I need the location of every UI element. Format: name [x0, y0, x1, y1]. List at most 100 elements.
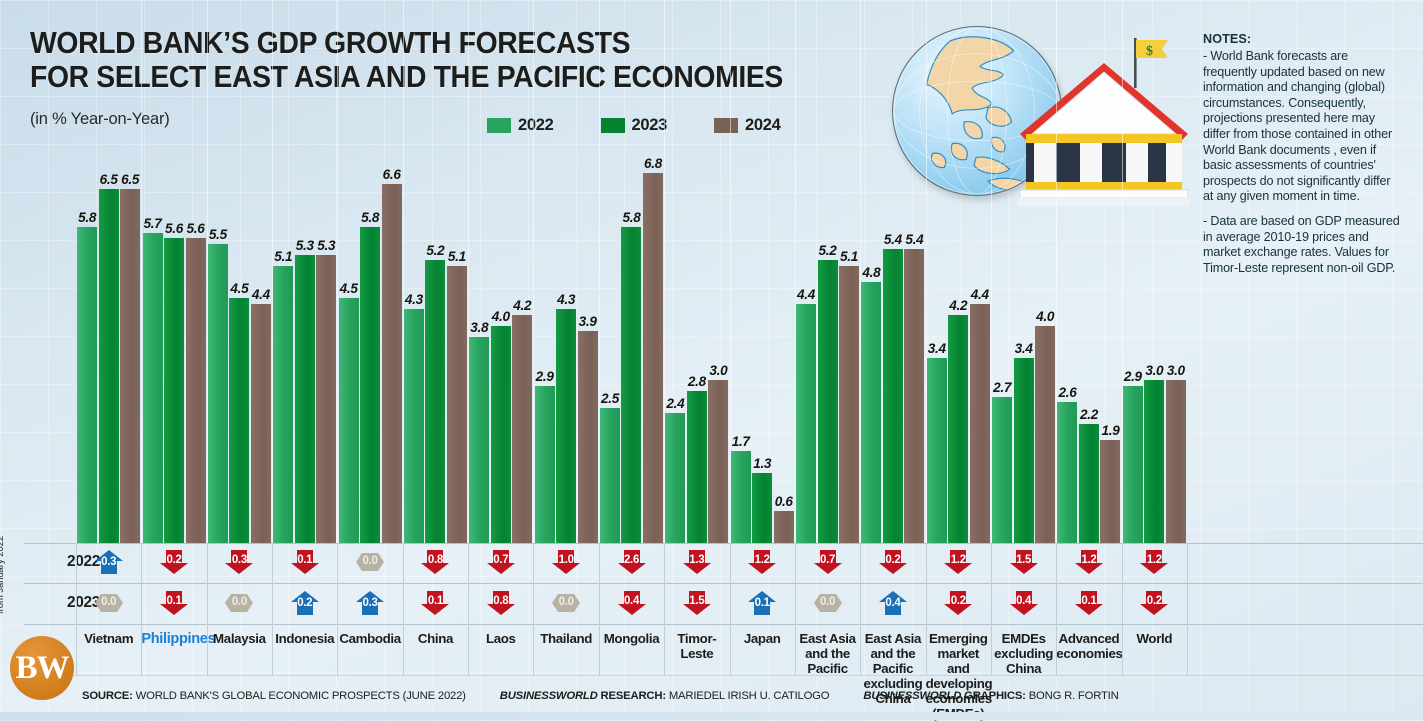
column-separator — [206, 0, 208, 544]
table-column-separator — [141, 543, 143, 675]
category-label-line: Indonesia — [275, 631, 335, 646]
revision-cell: 0.2 — [1139, 590, 1169, 616]
table-column-separator — [272, 543, 274, 675]
bar-value-label: 5.2 — [426, 243, 445, 258]
axis-label: % point changefrom January 2022 — [0, 536, 50, 614]
bar-2024: 5.1 — [839, 249, 860, 544]
category-label-line: China — [417, 631, 454, 646]
bar-2024: 4.0 — [1035, 309, 1056, 544]
research-label: RESEARCH: — [600, 690, 667, 702]
category-label-line: excluding — [994, 646, 1054, 662]
bar-value-label: 4.0 — [1036, 309, 1055, 324]
source-value: WORLD BANK'S GLOBAL ECONOMIC PROSPECTS (… — [135, 690, 466, 702]
bar-value-label: 3.4 — [1014, 341, 1033, 356]
revision-value: 1.3 — [689, 553, 705, 566]
category-label-philippines: Philippines — [141, 631, 215, 647]
revision-value: 0.2 — [885, 553, 901, 566]
bar-group: 4.8 5.4 5.4 — [860, 140, 925, 544]
table-column-separator — [206, 543, 208, 675]
bar-value-label: 5.1 — [447, 249, 466, 264]
column-separator — [141, 0, 143, 544]
column-separator — [860, 0, 862, 544]
revision-value: 0.2 — [950, 594, 966, 607]
category-label-line: China — [1006, 661, 1042, 677]
revision-value: 0.0 — [231, 596, 247, 608]
revision-cell: 0.4 — [878, 590, 908, 616]
revision-value: 0.1 — [297, 553, 313, 566]
logo-text: BW — [15, 649, 69, 686]
bar-value-label: 0.6 — [774, 494, 793, 509]
bar-2022: 1.7 — [730, 434, 751, 544]
bar-2023: 4.0 — [490, 309, 511, 544]
bar-2024: 5.6 — [185, 221, 206, 544]
revision-cell: 0.2 — [290, 590, 320, 616]
bar-2023: 5.3 — [294, 238, 315, 544]
bar-2023: 4.2 — [948, 298, 969, 544]
legend-label: 2023 — [631, 116, 668, 134]
bar-value-label: 2.9 — [535, 369, 554, 384]
bar-value-label: 4.4 — [797, 287, 816, 302]
column-separator — [272, 0, 274, 544]
table-column-separator — [860, 543, 862, 675]
revision-value: 1.2 — [1146, 553, 1162, 566]
table-rule — [24, 543, 1423, 544]
bar-group: 4.5 5.8 6.6 — [337, 140, 402, 544]
bar-2022: 5.8 — [77, 210, 98, 544]
bar-value-label: 2.5 — [600, 391, 619, 406]
bar-2022: 4.4 — [796, 287, 817, 544]
research-value: MARIEDEL IRISH U. CATILOGO — [668, 690, 830, 702]
bar-value-label: 6.5 — [99, 172, 118, 187]
notes-heading: NOTES: — [1203, 32, 1252, 46]
revision-value: 1.2 — [1081, 553, 1097, 566]
bar-value-label: 2.7 — [993, 380, 1012, 395]
revision-value: 0.1 — [754, 597, 770, 609]
bar-2024: 0.6 — [773, 494, 794, 544]
category-label-line: and the Pacific — [805, 646, 850, 677]
footer-credits: SOURCE: WORLD BANK'S GLOBAL ECONOMIC PRO… — [82, 690, 1412, 712]
bar-2024: 6.5 — [120, 172, 141, 544]
bar-2024: 5.3 — [316, 238, 337, 544]
revision-cell: 0.4 — [617, 590, 647, 616]
table-rule — [24, 583, 1423, 584]
category-label-vietnam: Vietnam — [76, 631, 141, 646]
revision-value: 2.6 — [623, 553, 640, 566]
bar-2024: 6.6 — [381, 167, 402, 544]
category-label-china: China — [403, 631, 468, 646]
revision-value: 1.5 — [1016, 553, 1032, 566]
table-column-separator — [533, 543, 535, 675]
bottom-bar — [0, 712, 1423, 720]
bar-value-label: 3.0 — [1166, 363, 1185, 378]
column-separator — [402, 0, 404, 544]
bar-2024: 3.0 — [1165, 363, 1186, 544]
bar-value-label: 3.8 — [470, 320, 489, 335]
research-brand: BUSINESSWORLD — [499, 690, 598, 702]
bar-2024: 3.9 — [577, 314, 598, 544]
row-label-2022: 2022 — [66, 553, 100, 570]
table-column-separator — [1121, 543, 1123, 675]
chart-legend: 2022 2023 2024 — [487, 116, 781, 135]
bar-value-label: 5.1 — [840, 249, 859, 264]
source-label: SOURCE: — [82, 690, 133, 702]
category-label-thailand: Thailand — [533, 631, 598, 646]
table-column-separator — [990, 543, 992, 675]
column-separator — [1121, 0, 1123, 544]
bar-2022: 4.5 — [338, 281, 359, 544]
revision-value: 1.5 — [689, 594, 705, 607]
column-separator — [468, 0, 470, 544]
revision-cell: 0.4 — [1009, 590, 1039, 616]
category-label-mongolia: Mongolia — [599, 631, 664, 646]
column-separator — [598, 0, 600, 544]
revision-cell: 0.1 — [747, 590, 777, 616]
revision-value: 0.1 — [1081, 594, 1097, 607]
table-column-separator — [598, 543, 600, 675]
revision-cell: 1.5 — [682, 590, 712, 616]
category-label-line: Emerging market — [928, 631, 988, 662]
revision-cell: 2.6 — [617, 549, 647, 575]
bar-group: 2.9 4.3 3.9 — [533, 140, 598, 544]
revision-cell: 0.8 — [420, 549, 450, 575]
bar-value-label: 5.1 — [274, 249, 293, 264]
category-label-line: economies — [925, 691, 993, 707]
table-column-separator — [337, 543, 339, 675]
revision-value: 0.2 — [166, 553, 182, 566]
bar-2023: 5.8 — [621, 210, 642, 544]
